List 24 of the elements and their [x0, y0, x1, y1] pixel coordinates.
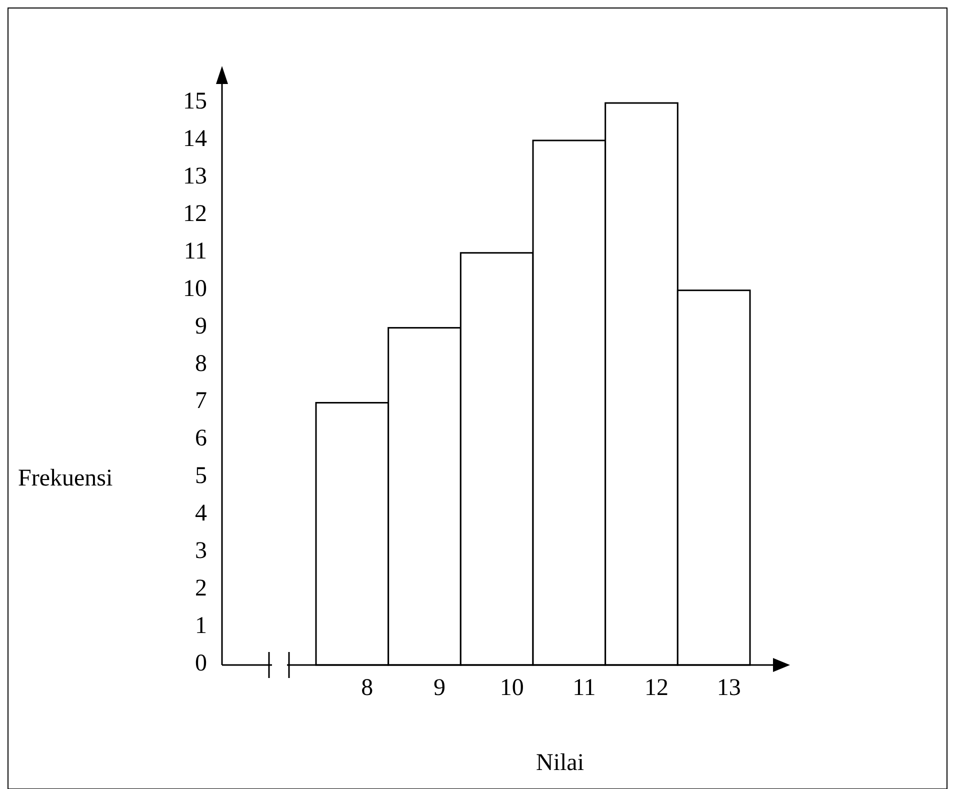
y-tick-label: 14: [183, 126, 207, 152]
x-tick-label: 12: [644, 675, 668, 701]
y-tick-label: 4: [195, 500, 207, 527]
x-tick-label: 13: [716, 675, 741, 701]
x-tick-label: 8: [361, 675, 374, 701]
x-axis-title: Nilai: [536, 750, 584, 776]
y-tick-label: 3: [195, 538, 207, 564]
x-tick-label: 10: [500, 675, 524, 701]
y-tick-label: 11: [184, 238, 207, 264]
y-tick-label: 15: [183, 88, 207, 115]
y-tick-label: 1: [195, 613, 207, 640]
x-tick-label: 9: [434, 675, 446, 701]
y-tick-label: 2: [195, 576, 207, 602]
y-tick-label: 13: [183, 163, 207, 190]
y-tick-label: 9: [195, 313, 207, 340]
y-tick-label: 0: [195, 650, 207, 677]
y-tick-label: 7: [195, 388, 207, 414]
y-tick-label: 5: [195, 463, 207, 490]
y-tick-label: 12: [183, 200, 207, 227]
y-tick-label: 6: [195, 426, 207, 452]
y-tick-label: 8: [195, 350, 207, 377]
y-axis-title: Frekuensi: [18, 466, 113, 492]
x-tick-label: 11: [572, 675, 596, 701]
y-tick-label: 10: [183, 276, 207, 302]
